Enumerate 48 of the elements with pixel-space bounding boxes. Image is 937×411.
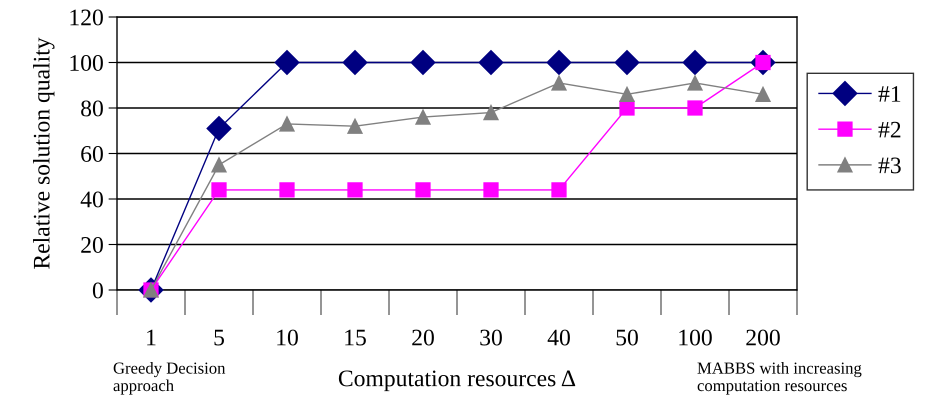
point [342, 50, 368, 75]
point [211, 157, 227, 173]
x-tick-label: 30 [480, 330, 502, 346]
point [347, 118, 363, 134]
point [619, 86, 635, 102]
point [483, 182, 499, 198]
point [415, 182, 431, 198]
point [682, 50, 708, 75]
point [279, 116, 295, 132]
x-tick-label: 1 [147, 330, 156, 346]
point [551, 75, 567, 91]
x-tick-label: 200 [746, 330, 780, 346]
point [551, 182, 567, 198]
point [687, 75, 703, 91]
x-axis-title: Computation resources Δ [338, 370, 576, 392]
legend-label: #1 [878, 86, 900, 102]
point [546, 50, 572, 75]
x-tick-label: 40 [548, 330, 570, 346]
point [206, 116, 232, 141]
y-tick-label: 60 [81, 146, 103, 162]
legend-label: #3 [878, 158, 901, 174]
text: Greedy Decision approach [114, 362, 226, 395]
legend-label: #2 [878, 122, 900, 138]
point [410, 50, 436, 75]
x-tick-label: 10 [277, 330, 298, 346]
x-tick-label: 15 [345, 330, 366, 346]
point [483, 104, 499, 120]
y-tick-label: 40 [80, 191, 103, 208]
point [347, 182, 363, 198]
point [687, 100, 703, 116]
x-tick-label: 100 [679, 330, 712, 346]
y-tick-label: 100 [70, 54, 103, 71]
y-axis-title: Relative solution quality [33, 38, 54, 269]
y-tick-label: 20 [81, 236, 103, 253]
point [755, 86, 771, 102]
x-tick-label: 20 [412, 330, 434, 346]
point [614, 50, 640, 75]
point [211, 182, 227, 198]
point [415, 109, 431, 125]
y-tick-label: 0 [92, 282, 103, 298]
point [478, 50, 504, 75]
x-tick-label: 50 [616, 330, 638, 346]
text: MABBS with increasing computation resources [697, 362, 862, 395]
y-tick-label: 80 [81, 100, 103, 116]
point [279, 182, 295, 198]
y-tick-label: 120 [70, 9, 103, 26]
x-tick-label: 5 [214, 330, 224, 346]
point [274, 50, 300, 75]
